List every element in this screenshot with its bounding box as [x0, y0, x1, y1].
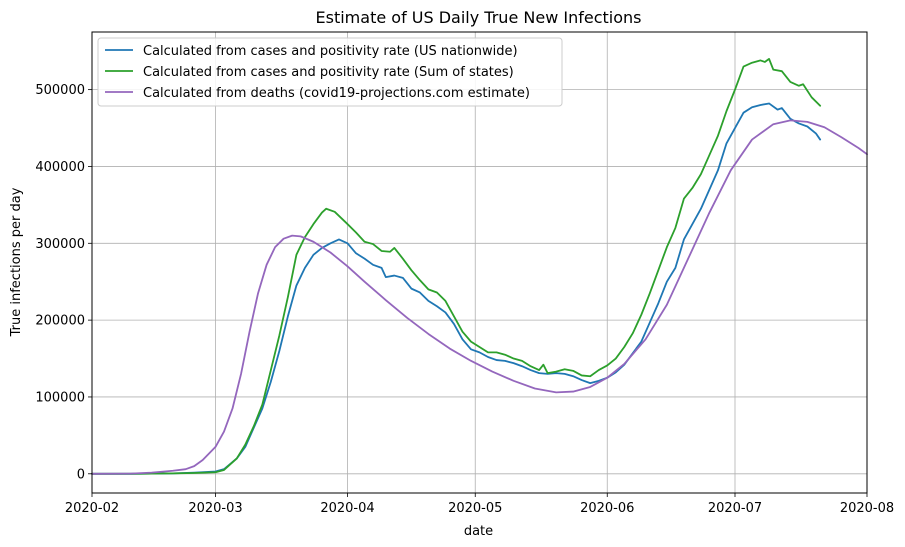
y-tick-label: 300000: [35, 237, 85, 252]
x-tick-label: 2020-04: [320, 501, 374, 516]
y-axis: 0 100000 200000 300000 400000 500000: [35, 83, 92, 482]
series-line-3: [91, 119, 868, 475]
x-axis-label: date: [464, 524, 493, 539]
plot-frame: [91, 31, 868, 494]
legend-label: Calculated from cases and positivity rat…: [143, 65, 514, 80]
y-tick-label: 200000: [35, 314, 85, 329]
legend: Calculated from cases and positivity rat…: [97, 37, 563, 107]
x-tick-label: 2020-08: [840, 501, 894, 516]
y-axis-label: True infections per day: [9, 187, 24, 337]
x-tick-label: 2020-05: [448, 501, 502, 516]
y-tick-label: 100000: [35, 390, 85, 405]
y-tick-label: 400000: [35, 160, 85, 175]
x-tick-label: 2020-02: [65, 501, 119, 516]
legend-label: Calculated from deaths (covid19-projecti…: [143, 86, 530, 101]
legend-box: [97, 37, 563, 107]
y-tick-label: 500000: [35, 83, 85, 98]
x-tick-label: 2020-06: [580, 501, 634, 516]
x-tick-label: 2020-03: [188, 501, 242, 516]
series-line-1: [91, 102, 822, 475]
series-line-2: [91, 57, 822, 475]
x-tick-label: 2020-07: [708, 501, 762, 516]
x-axis: 2020-02 2020-03 2020-04 2020-05 2020-06 2020-…: [65, 493, 894, 516]
plot-series: [91, 57, 868, 475]
legend-label: Calculated from cases and positivity rat…: [143, 44, 518, 59]
chart-title: Estimate of US Daily True New Infections: [316, 8, 642, 27]
y-tick-label: 0: [77, 467, 85, 482]
